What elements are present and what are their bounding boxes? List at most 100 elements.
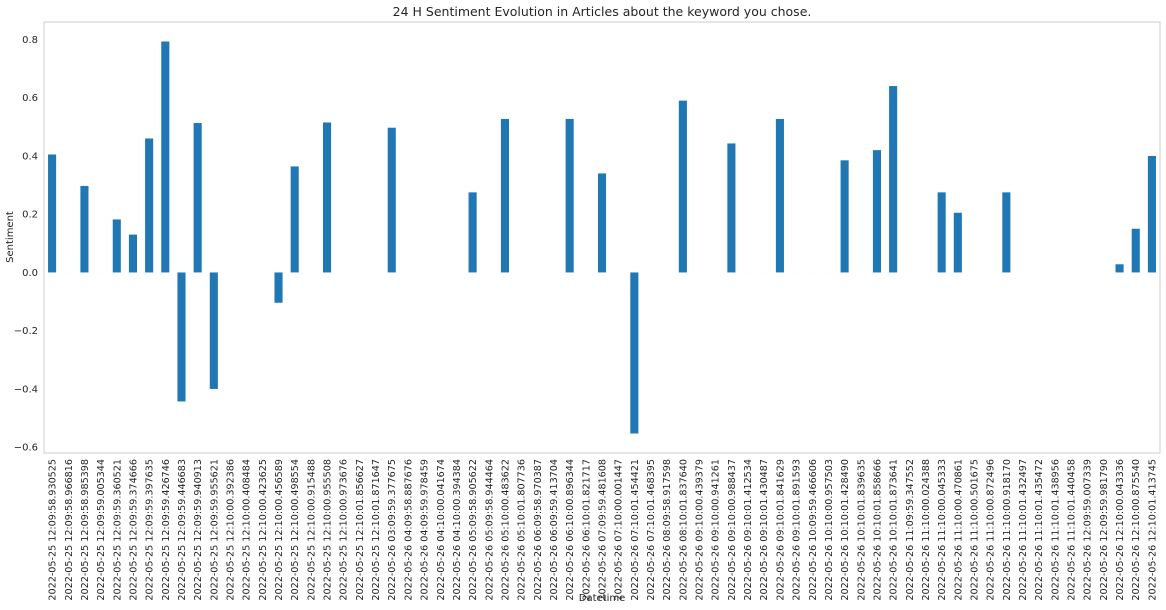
bar <box>128 234 137 273</box>
x-tick-label: 2022-05-26 11:10:00.501675 <box>970 459 981 601</box>
x-tick-label: 2022-05-26 04:10:00.394384 <box>452 459 463 601</box>
x-tick-label: 2022-05-25 12:10:00.498554 <box>290 459 301 601</box>
bar <box>565 118 574 273</box>
x-tick-label: 2022-05-25 12:10:00.955508 <box>323 459 334 601</box>
bar <box>161 41 170 273</box>
x-tick-label: 2022-05-25 12:10:01.856627 <box>355 459 366 601</box>
chart-title: 24 H Sentiment Evolution in Articles abo… <box>393 4 812 19</box>
x-tick-label: 2022-05-26 11:10:00.045333 <box>937 459 948 601</box>
x-tick-label: 2022-05-26 04:09:59.978459 <box>420 459 431 601</box>
x-tick-label: 2022-05-25 12:10:00.456589 <box>274 459 285 601</box>
x-tick-label: 2022-05-25 12:10:00.915488 <box>306 459 317 601</box>
x-tick-label: 2022-05-25 12:09:59.940913 <box>193 459 204 601</box>
x-tick-label: 2022-05-26 12:09:59.007339 <box>1083 459 1094 601</box>
y-tick-label: 0.0 <box>22 268 38 279</box>
bar <box>193 123 202 273</box>
x-tick-label: 2022-05-26 07:10:01.454421 <box>630 459 641 601</box>
bar <box>889 86 898 273</box>
x-tick-label: 2022-05-25 12:09:59.360521 <box>112 459 123 601</box>
x-tick-label: 2022-05-26 07:10:01.468395 <box>646 459 657 601</box>
x-tick-label: 2022-05-26 12:09:59.981790 <box>1099 459 1110 601</box>
x-tick-label: 2022-05-26 11:10:00.918170 <box>1002 459 1013 601</box>
y-tick-label: 0.4 <box>22 151 38 162</box>
x-tick-label: 2022-05-26 10:10:01.839635 <box>856 459 867 601</box>
x-tick-label: 2022-05-26 08:09:58.917598 <box>662 459 673 601</box>
x-tick-label: 2022-05-26 04:09:58.887676 <box>403 459 414 601</box>
bar <box>209 272 218 389</box>
x-tick-label: 2022-05-26 09:10:01.841629 <box>775 459 786 601</box>
bar <box>1131 228 1140 273</box>
y-tick-label: 0.2 <box>22 210 38 221</box>
x-tick-label: 2022-05-25 12:10:00.408484 <box>242 459 253 601</box>
bar <box>840 160 849 273</box>
bar <box>274 272 283 303</box>
x-tick-label: 2022-05-26 10:10:01.873641 <box>889 459 900 601</box>
x-tick-label: 2022-05-25 12:09:58.966816 <box>64 459 75 601</box>
bar <box>80 185 89 273</box>
x-axis-label: Datetime <box>579 593 626 604</box>
bar <box>290 166 299 273</box>
x-tick-label: 2022-05-26 10:10:01.428490 <box>840 459 851 601</box>
x-tick-label: 2022-05-26 07:09:59.481608 <box>598 459 609 601</box>
bar <box>872 150 881 273</box>
x-tick-label: 2022-05-25 12:09:59.426746 <box>161 459 172 601</box>
x-tick-label: 2022-05-26 09:10:01.891593 <box>792 459 803 601</box>
x-tick-label: 2022-05-26 06:09:59.413704 <box>549 459 560 601</box>
bars-group <box>48 41 1156 434</box>
x-tick-label: 2022-05-26 12:10:01.413745 <box>1147 459 1158 601</box>
bar <box>597 173 607 273</box>
x-tick-label: 2022-05-26 11:10:00.024388 <box>921 459 932 601</box>
bar <box>1115 264 1124 273</box>
x-tick-label: 2022-05-26 11:10:01.440458 <box>1067 459 1078 601</box>
x-tick-label: 2022-05-26 05:09:58.905622 <box>468 459 479 601</box>
x-tick-label: 2022-05-26 10:09:59.466606 <box>808 459 819 601</box>
x-tick-label: 2022-05-25 12:10:01.871647 <box>371 459 382 601</box>
x-tick-label: 2022-05-26 09:10:00.988437 <box>727 459 738 601</box>
y-tick-label: −0.2 <box>14 326 38 337</box>
y-axis-label: Sentiment <box>5 211 16 263</box>
x-tick-label: 2022-05-26 05:10:00.483622 <box>500 459 511 601</box>
x-tick-label: 2022-05-26 10:10:01.858666 <box>872 459 883 601</box>
x-tick-label: 2022-05-26 11:10:01.438956 <box>1050 459 1061 601</box>
bar <box>775 118 784 273</box>
x-tick-label: 2022-05-26 11:10:01.432497 <box>1018 459 1029 601</box>
x-tick-label: 2022-05-26 12:10:00.875540 <box>1131 459 1142 601</box>
x-tick-label: 2022-05-26 04:10:00.041674 <box>436 459 447 601</box>
x-tick-label: 2022-05-25 12:09:59.005344 <box>96 459 107 601</box>
bar <box>468 192 477 273</box>
x-tick-label: 2022-05-25 12:09:58.985398 <box>80 459 91 601</box>
x-tick-label: 2022-05-25 12:10:00.973676 <box>339 459 350 601</box>
x-tick-label: 2022-05-25 12:10:00.392386 <box>226 459 237 601</box>
x-tick-label: 2022-05-25 12:09:59.446683 <box>177 459 188 601</box>
bar <box>112 219 121 273</box>
x-tick-label: 2022-05-26 09:10:00.941261 <box>711 459 722 601</box>
bar <box>937 192 946 273</box>
bar <box>177 272 186 402</box>
y-tick-label: 0.6 <box>22 93 38 104</box>
x-tick-label: 2022-05-26 10:10:00.957503 <box>824 459 835 601</box>
x-tick-label: 2022-05-25 12:09:59.397635 <box>145 459 156 601</box>
x-tick-label: 2022-05-26 11:10:01.435472 <box>1034 459 1045 601</box>
bar <box>323 122 332 273</box>
x-tick-label: 2022-05-26 11:09:59.347552 <box>905 459 916 601</box>
x-tick-label: 2022-05-25 12:09:59.955621 <box>209 459 220 601</box>
bar <box>630 272 639 434</box>
bar <box>145 138 154 273</box>
x-tick-label: 2022-05-26 06:09:58.970387 <box>533 459 544 601</box>
bar <box>678 100 687 273</box>
bar <box>48 154 57 273</box>
x-tick-label: 2022-05-26 11:10:00.872496 <box>986 459 997 601</box>
x-tick-labels: 2022-05-25 12:09:58.930525 2022-05-25 12:… <box>48 459 1159 601</box>
bar <box>500 118 509 273</box>
x-tick-label: 2022-05-26 06:10:01.821717 <box>581 459 592 601</box>
bar <box>387 127 396 273</box>
y-tick-label: −0.6 <box>14 443 38 454</box>
x-tick-label: 2022-05-25 12:10:00.423625 <box>258 459 269 601</box>
x-tick-label: 2022-05-26 08:10:01.837640 <box>678 459 689 601</box>
x-tick-label: 2022-05-26 05:10:01.807736 <box>517 459 528 601</box>
y-tick-labels: −0.6 −0.4 −0.2 0.0 0.2 0.4 0.6 0.8 <box>14 35 38 454</box>
x-tick-label: 2022-05-26 05:09:58.944464 <box>484 459 495 601</box>
x-tick-label: 2022-05-26 06:10:00.896344 <box>565 459 576 601</box>
bar <box>953 212 962 273</box>
